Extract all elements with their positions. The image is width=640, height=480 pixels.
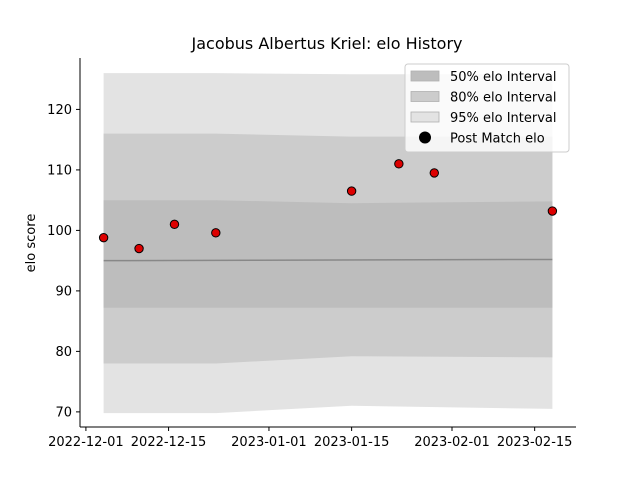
y-tick-label: 100 — [47, 224, 72, 239]
legend-label: 80% elo Interval — [450, 91, 557, 106]
post-match-points — [98, 159, 558, 254]
y-axis-label: elo score — [24, 214, 39, 273]
legend-swatch — [410, 70, 440, 82]
data-point — [134, 243, 144, 254]
data-point — [169, 219, 180, 230]
legend-swatch — [410, 111, 440, 123]
x-tick-label: 2022-12-01 — [48, 435, 124, 450]
interval-bands — [103, 73, 553, 414]
y-tick-label: 90 — [55, 284, 72, 299]
legend-label: Post Match elo — [450, 132, 545, 147]
y-tick-label: 120 — [47, 103, 72, 118]
data-point — [346, 186, 357, 196]
legend-box — [404, 63, 570, 153]
x-tick-label: 2023-01-01 — [231, 435, 307, 450]
legend: 50% elo Interval 80% elo Interval 95% elo … — [404, 63, 570, 153]
band-2 — [103, 200, 553, 308]
legend-label: 95% elo Interval — [450, 111, 557, 126]
legend-marker — [419, 131, 431, 144]
mean-line-layer — [103, 258, 553, 262]
data-point — [394, 159, 404, 169]
data-point — [211, 228, 221, 238]
legend-label: 50% elo Interval — [450, 70, 557, 85]
y-tick-label: 80 — [55, 345, 72, 360]
y-tick-label: 70 — [55, 405, 72, 420]
data-point — [98, 232, 109, 243]
x-tick-label: 2022-12-15 — [131, 435, 207, 450]
data-point — [429, 168, 439, 178]
x-tick-label: 2023-02-01 — [414, 435, 490, 450]
mean-line — [103, 258, 553, 262]
chart-title: Jacobus Albertus Kriel: elo History — [191, 34, 463, 53]
x-tick-label: 2023-01-15 — [314, 435, 390, 450]
data-point — [547, 206, 558, 216]
legend-swatch — [410, 91, 440, 102]
y-tick-label: 110 — [47, 163, 72, 178]
x-tick-label: 2023-02-15 — [497, 435, 573, 450]
axes: 70 80 90 100 110 120 2022-12-01 2022-12-15 2023-… — [47, 58, 576, 450]
